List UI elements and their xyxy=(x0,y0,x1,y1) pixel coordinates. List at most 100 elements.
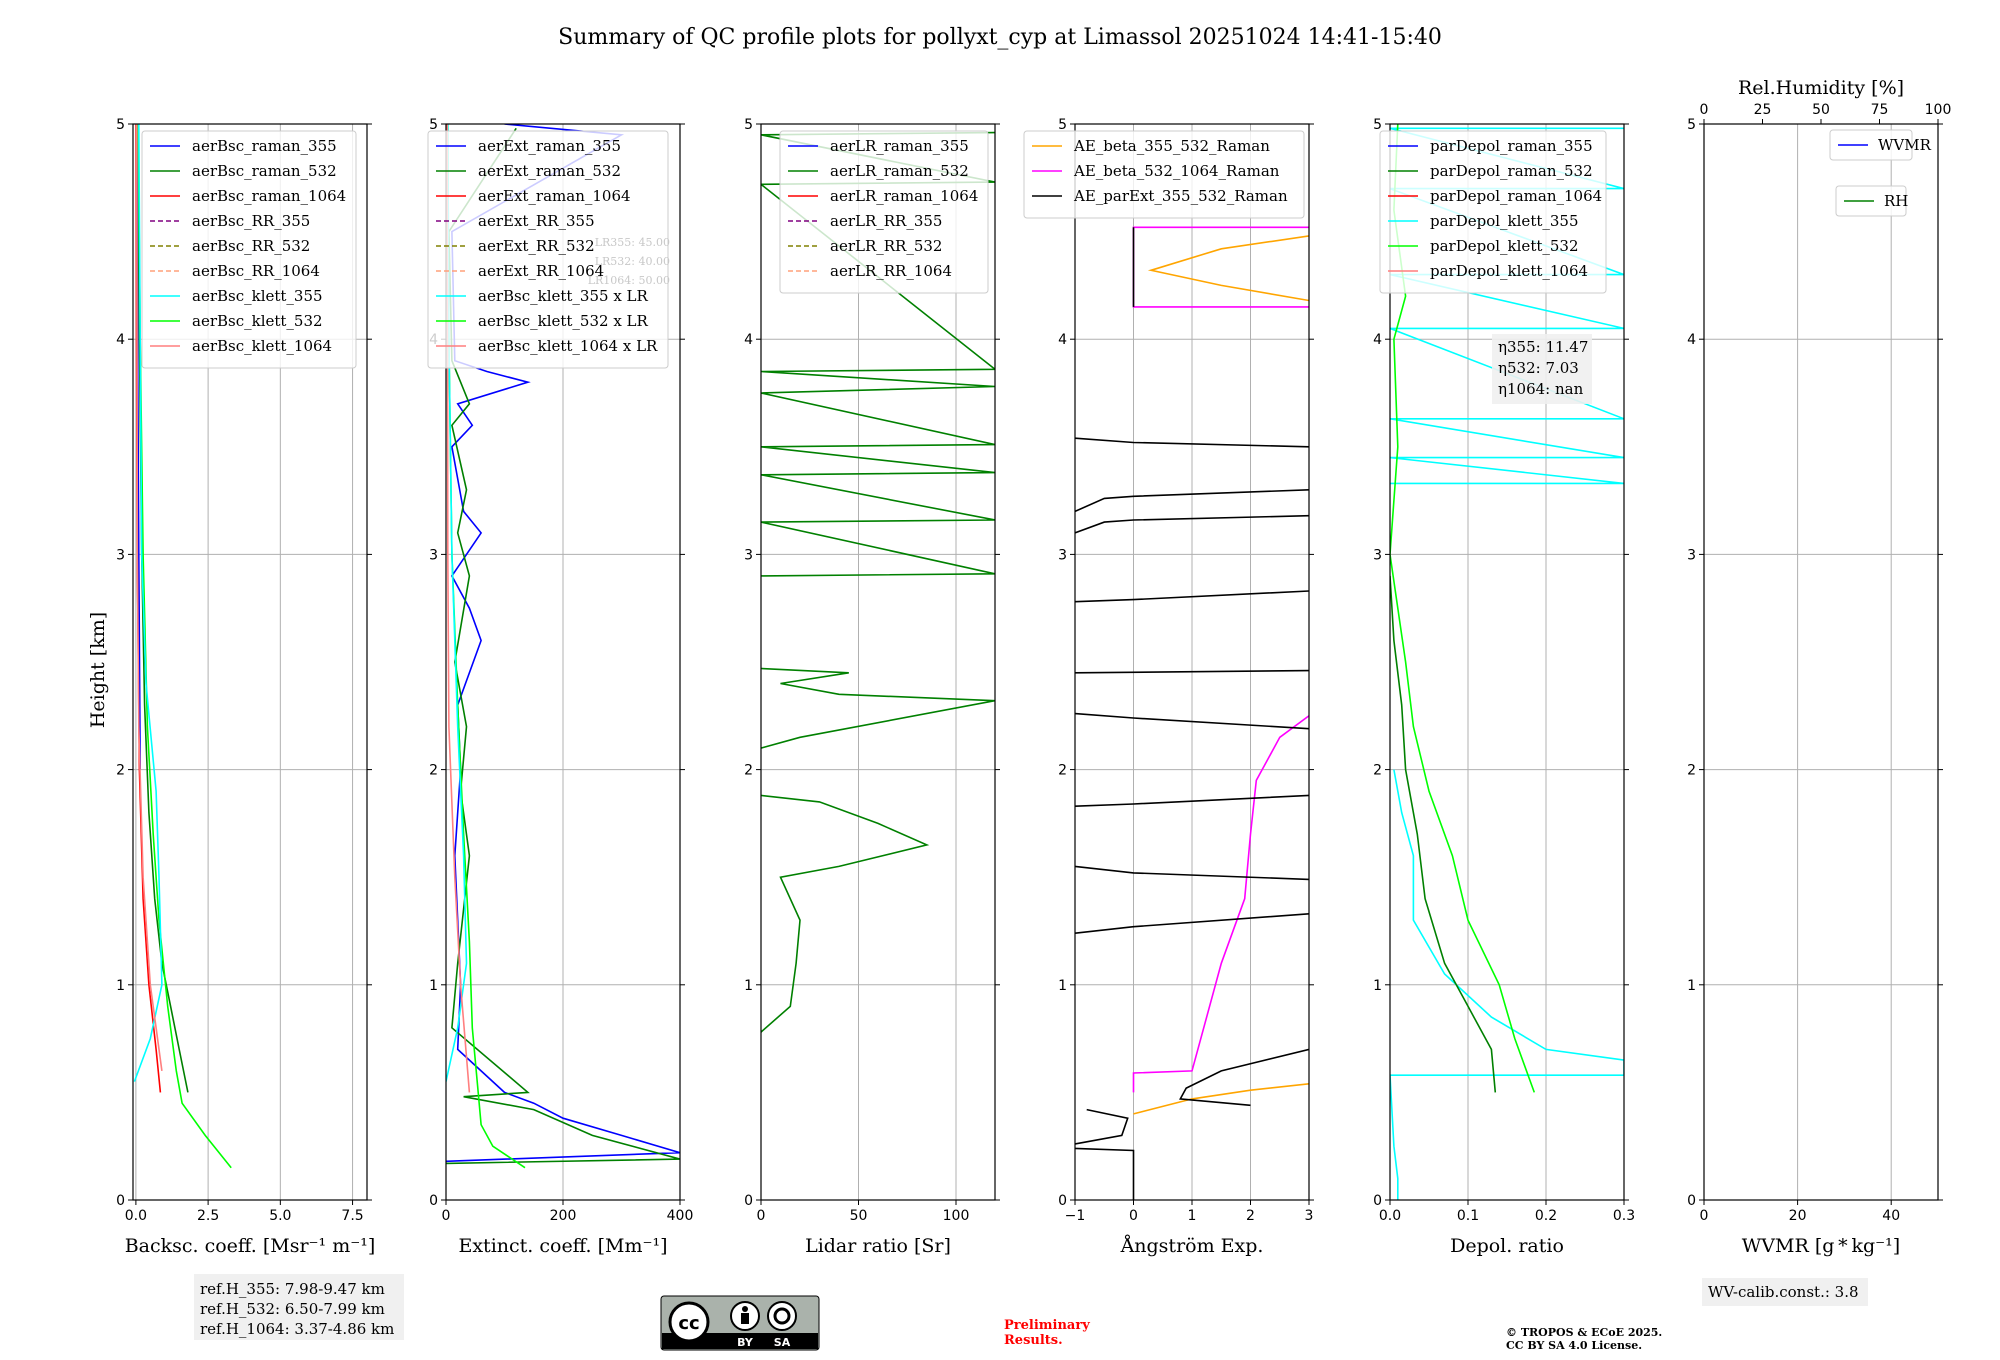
x-tick-label: 0.2 xyxy=(1535,1208,1557,1224)
legend-label-aerlr-raman-1064: aerLR_raman_1064 xyxy=(830,187,978,205)
legend-label-aerlr-raman-355: aerLR_raman_355 xyxy=(830,137,969,155)
eta-box xyxy=(1492,334,1592,404)
legend-label-ae-beta-532-1064-raman: AE_beta_532_1064_Raman xyxy=(1073,162,1280,180)
series-ae-parext-355-532-raman-c xyxy=(1179,1048,1309,1107)
top-x-axis-label: Rel.Humidity [%] xyxy=(1738,77,1904,99)
by-icon-body xyxy=(741,1313,749,1324)
series-aerbsc-klett-532 xyxy=(137,124,232,1169)
y-tick-label: 3 xyxy=(1058,547,1067,563)
legend-label-aerext-rr-1064: aerExt_RR_1064 xyxy=(478,262,604,280)
legend-box xyxy=(779,130,989,294)
cc-by-sa-badge: cc BY SA xyxy=(660,1295,820,1351)
top-x-tick-label: 100 xyxy=(1925,102,1952,118)
panel-wvmr: 0 20 40 0 1 2 3 4 5 WVMR [g * kg⁻¹] 0 25 50 75 100 Rel.… xyxy=(1687,77,1951,1257)
legend-label-pardepol-raman-355: parDepol_raman_355 xyxy=(1430,137,1593,155)
y-tick-label: 4 xyxy=(1373,332,1382,348)
copyright-line-2: CC BY SA 4.0 License. xyxy=(1506,1339,1642,1352)
series-ae-parext-355-532-raman-f xyxy=(1075,794,1309,807)
x-tick-label: 0 xyxy=(1129,1208,1138,1224)
x-tick-label: 0.3 xyxy=(1613,1208,1635,1224)
x-axis-label: Extinct. coeff. [Mm⁻¹] xyxy=(458,1235,667,1257)
series-aerlr-raman-532 xyxy=(761,794,930,1033)
legend-label-aerbsc-klett-355: aerBsc_klett_355 xyxy=(192,287,323,305)
y-tick-label: 2 xyxy=(116,763,125,779)
legend-label-aerbsc-rr-1064: aerBsc_RR_1064 xyxy=(192,262,320,280)
series-ae-beta-532-1064-raman xyxy=(1132,715,1309,1093)
y-tick-label: 3 xyxy=(116,547,125,563)
wv-calib-box: WV-calib.const.: 3.8 xyxy=(1702,1278,1868,1306)
legend-box xyxy=(1023,130,1305,219)
y-tick-label: 2 xyxy=(1373,763,1382,779)
x-axis-label: WVMR [g * kg⁻¹] xyxy=(1742,1235,1900,1257)
y-tick-label: 2 xyxy=(744,763,753,779)
legend: WVMR RH xyxy=(1829,129,1932,217)
preliminary-line-2: Results. xyxy=(1004,1333,1063,1348)
x-tick-label: 200 xyxy=(550,1208,577,1224)
eta-label-1: η532: 7.03 xyxy=(1498,359,1579,377)
series-aerbsc-klett-1064-x-lr xyxy=(446,124,471,1093)
x-tick-label: 100 xyxy=(943,1208,970,1224)
eta-label-0: η355: 11.47 xyxy=(1498,338,1588,356)
legend-label-aerext-rr-532: aerExt_RR_532 xyxy=(478,237,595,255)
y-tick-label: 3 xyxy=(744,547,753,563)
series-aerbsc-klett-1064 xyxy=(136,124,163,1072)
legend-label-pardepol-raman-1064: parDepol_raman_1064 xyxy=(1430,187,1602,205)
y-tick-label: 4 xyxy=(744,332,753,348)
sa-icon-arc xyxy=(773,1307,791,1325)
top-x-tick-label: 25 xyxy=(1754,102,1772,118)
series-ae-beta-355-532-raman xyxy=(1133,1083,1309,1115)
legend-label-aerbsc-klett-532: aerBsc_klett_532 xyxy=(192,312,323,330)
y-tick-label: 1 xyxy=(429,978,438,994)
legend-label-pardepol-raman-532: parDepol_raman_532 xyxy=(1430,162,1593,180)
y-tick-label: 0 xyxy=(116,1193,125,1209)
by-icon-head xyxy=(742,1306,748,1312)
y-tick-label: 5 xyxy=(116,117,125,133)
panel-extinction: 0200400012345Extinct. coeff. [Mm⁻¹]aerEx… xyxy=(427,117,693,1257)
cc-icon xyxy=(668,1301,710,1343)
top-x-tick-label: 75 xyxy=(1871,102,1889,118)
x-tick-label: −1 xyxy=(1065,1208,1086,1224)
series-group xyxy=(1390,124,1624,1200)
legend-box xyxy=(141,130,357,369)
series-ae-parext-355-532-raman-b xyxy=(1075,1108,1129,1145)
sa-icon xyxy=(767,1301,797,1331)
x-axis-label: Backsc. coeff. [Msr⁻¹ m⁻¹] xyxy=(125,1235,376,1257)
x-axis-label: Depol. ratio xyxy=(1450,1235,1564,1257)
y-tick-label: 0 xyxy=(1058,1193,1067,1209)
y-tick-label: 3 xyxy=(1687,547,1696,563)
legend-label-aerbsc-rr-532: aerBsc_RR_532 xyxy=(192,237,310,255)
x-tick-label: 0 xyxy=(442,1208,451,1224)
series-ae-parext-355-532-raman-k xyxy=(1075,489,1309,513)
legend-box xyxy=(427,130,669,369)
y-tick-label: 1 xyxy=(744,978,753,994)
y-tick-label: 0 xyxy=(1373,1193,1382,1209)
copyright-line-1: © TROPOS & ECoE 2025. xyxy=(1506,1326,1662,1339)
lr-label-0: LR355: 45.00 xyxy=(595,236,670,249)
y-tick-label: 5 xyxy=(1373,117,1382,133)
axes-frame xyxy=(132,123,368,1201)
x-tick-label: 2.5 xyxy=(197,1208,219,1224)
ref-heights-bg xyxy=(194,1274,404,1340)
top-x-tick-label: 50 xyxy=(1812,102,1830,118)
series-ae-parext-355-532-raman-j xyxy=(1075,514,1309,534)
y-tick-label: 3 xyxy=(1373,547,1382,563)
y-tick-label: 2 xyxy=(1058,763,1067,779)
eta-label-2: η1064: nan xyxy=(1498,380,1584,398)
x-tick-label: 50 xyxy=(850,1208,868,1224)
y-tick-label: 3 xyxy=(429,547,438,563)
y-tick-label: 1 xyxy=(1058,978,1067,994)
legend-label-aerbsc-klett-532-x-lr: aerBsc_klett_532 x LR xyxy=(478,312,649,330)
legend-label-wvmr: WVMR xyxy=(1878,136,1932,154)
y-tick-label: 4 xyxy=(116,332,125,348)
y-tick-label: 0 xyxy=(1687,1193,1696,1209)
series-pardepol-klett-355 xyxy=(1390,769,1624,1200)
x-tick-label: 0 xyxy=(757,1208,766,1224)
series-group xyxy=(133,124,232,1169)
x-tick-label: 0 xyxy=(1700,1208,1709,1224)
panel-lidar-ratio: 0 50 100 0 1 2 3 4 5 Lidar ratio [Sr] aerLR_raman_… xyxy=(744,117,1000,1257)
legend-label-pardepol-klett-1064: parDepol_klett_1064 xyxy=(1430,262,1588,280)
legend-label-aerext-raman-1064: aerExt_raman_1064 xyxy=(478,187,631,205)
y-tick-label: 1 xyxy=(116,978,125,994)
y-tick-label: 2 xyxy=(429,763,438,779)
